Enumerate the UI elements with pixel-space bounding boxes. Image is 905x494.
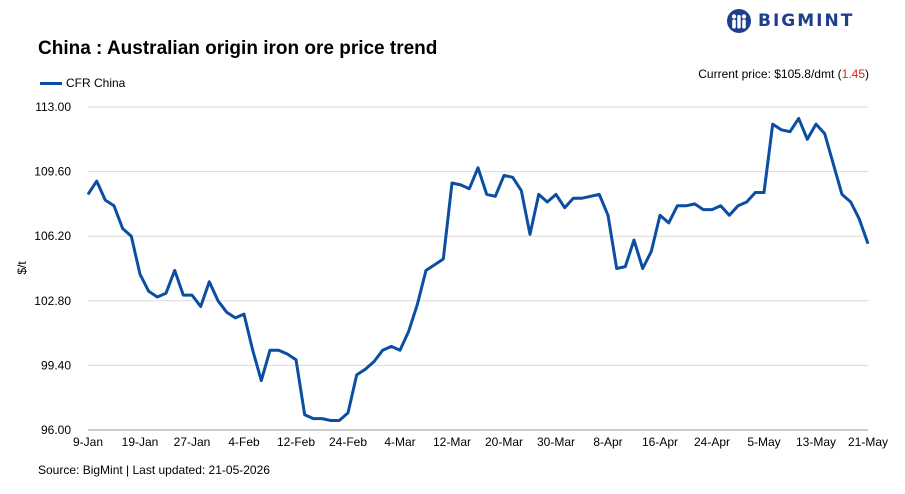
chart-title: China : Australian origin iron ore price… — [38, 38, 438, 59]
x-tick-label: 4-Mar — [384, 435, 415, 449]
y-tick-label: 102.80 — [34, 294, 71, 308]
series-line-cfr-china — [86, 116, 870, 422]
legend-label: CFR China — [66, 76, 126, 90]
x-tick-label: 9-Jan — [73, 435, 103, 449]
legend: CFR China — [40, 76, 125, 90]
y-tick-label: 106.20 — [34, 229, 71, 243]
current-price-close: ) — [865, 67, 869, 81]
x-tick-label: 21-May — [848, 435, 888, 449]
x-tick-label: 19-Jan — [122, 435, 159, 449]
current-price-label: Current price: $105.8/dmt ( — [698, 67, 842, 81]
current-price: Current price: $105.8/dmt (1.45) — [698, 67, 869, 81]
gridlines — [88, 106, 868, 366]
x-tick-label: 13-May — [796, 435, 836, 449]
y-tick-label: 109.60 — [34, 165, 71, 179]
bigmint-logo-icon — [727, 9, 751, 33]
x-tick-label: 12-Feb — [277, 435, 315, 449]
x-tick-label: 8-Apr — [593, 435, 622, 449]
y-tick-label: 99.40 — [41, 358, 71, 372]
x-tick-label: 12-Mar — [433, 435, 471, 449]
y-axis-ticks: 113.00 109.60 106.20 102.80 99.40 96.00 — [34, 100, 71, 437]
x-axis-ticks: 9-Jan 19-Jan 27-Jan 4-Feb 12-Feb 24-Feb 4-Mar 1… — [73, 435, 888, 449]
bigmint-logo: BIGMINT — [726, 8, 854, 34]
x-tick-label: 24-Apr — [694, 435, 730, 449]
y-tick-label: 96.00 — [41, 423, 71, 437]
x-tick-label: 24-Feb — [329, 435, 367, 449]
x-tick-label: 30-Mar — [537, 435, 575, 449]
price-change: 1.45 — [841, 67, 865, 81]
y-axis-label: $/t — [15, 261, 29, 275]
x-tick-label: 5-May — [747, 435, 780, 449]
x-tick-label: 20-Mar — [485, 435, 523, 449]
brand-name: BIGMINT — [758, 11, 855, 31]
x-tick-label: 16-Apr — [642, 435, 678, 449]
y-tick-label: 113.00 — [35, 100, 71, 114]
source-note: Source: BigMint | Last updated: 21-05-20… — [38, 463, 270, 477]
legend-swatch — [40, 81, 62, 85]
x-tick-label: 4-Feb — [228, 435, 260, 449]
x-tick-label: 27-Jan — [174, 435, 211, 449]
